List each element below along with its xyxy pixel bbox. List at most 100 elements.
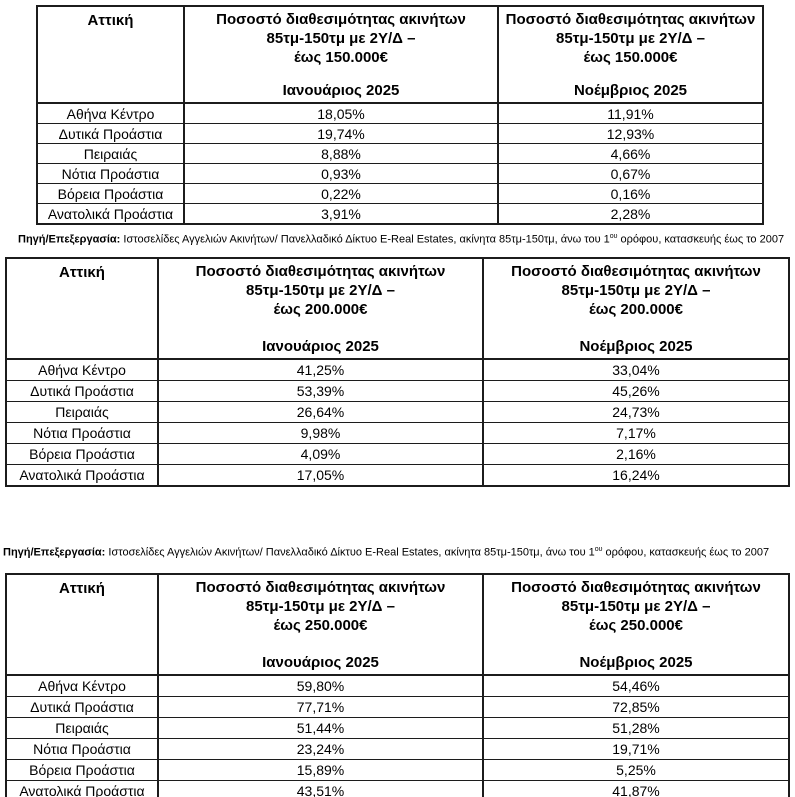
month-label: Νοέμβριος 2025 bbox=[579, 654, 693, 672]
table-row: Δυτικά Προάστια 77,71% 72,85% bbox=[5, 696, 790, 719]
november-value-cell: 0,67% bbox=[497, 163, 764, 184]
source-note-label: Πηγή/Επεξεργασία: bbox=[18, 233, 121, 246]
column-title: Ποσοστό διαθεσιμότητας ακινήτων 85τμ-150… bbox=[216, 11, 466, 66]
area-cell: Βόρεια Προάστια bbox=[5, 759, 159, 782]
column-title: Ποσοστό διαθεσιμότητας ακινήτων 85τμ-150… bbox=[505, 11, 756, 66]
month-label: Ιανουάριος 2025 bbox=[262, 654, 379, 672]
november-value-cell: 5,25% bbox=[482, 759, 790, 782]
january-value-cell: 23,24% bbox=[157, 738, 484, 761]
area-cell: Νότια Προάστια bbox=[5, 421, 159, 444]
january-value-cell: 51,44% bbox=[157, 717, 484, 740]
table-row: Αθήνα Κέντρο 59,80% 54,46% bbox=[5, 674, 790, 698]
area-cell: Νότια Προάστια bbox=[36, 163, 185, 184]
region-column-header: Αττική bbox=[5, 256, 159, 360]
availability-table-200k: Αττική Ποσοστό διαθεσιμότητας ακινήτων 8… bbox=[5, 256, 790, 487]
area-cell: Δυτικά Προάστια bbox=[5, 696, 159, 719]
november-value-cell: 51,28% bbox=[482, 717, 790, 740]
area-cell: Νότια Προάστια bbox=[5, 738, 159, 761]
january-value-cell: 8,88% bbox=[183, 143, 499, 164]
header-row: Αττική Ποσοστό διαθεσιμότητας ακινήτων 8… bbox=[36, 5, 764, 104]
table-row: Ανατολικά Προάστια 3,91% 2,28% bbox=[36, 203, 764, 225]
november-value-cell: 16,24% bbox=[482, 463, 790, 487]
column-title: Ποσοστό διαθεσιμότητας ακινήτων 85τμ-150… bbox=[511, 262, 761, 318]
january-value-cell: 53,39% bbox=[157, 379, 484, 402]
area-cell: Βόρεια Προάστια bbox=[36, 183, 185, 204]
month-label: Ιανουάριος 2025 bbox=[262, 337, 379, 355]
area-cell: Πειραιάς bbox=[5, 400, 159, 423]
source-note: Πηγή/Επεξεργασία: Ιστοσελίδες Αγγελιών Α… bbox=[3, 545, 770, 559]
table-row: Πειραιάς 26,64% 24,73% bbox=[5, 400, 790, 423]
november-value-cell: 0,16% bbox=[497, 183, 764, 204]
area-cell: Πειραιάς bbox=[5, 717, 159, 740]
november-value-cell: 12,93% bbox=[497, 123, 764, 144]
november-column-header: Ποσοστό διαθεσιμότητας ακινήτων 85τμ-150… bbox=[482, 256, 790, 360]
table-row: Πειραιάς 8,88% 4,66% bbox=[36, 143, 764, 164]
january-value-cell: 18,05% bbox=[183, 102, 499, 124]
ordinal-superscript: ου bbox=[609, 233, 618, 240]
january-value-cell: 26,64% bbox=[157, 400, 484, 423]
november-value-cell: 33,04% bbox=[482, 358, 790, 381]
january-value-cell: 77,71% bbox=[157, 696, 484, 719]
november-value-cell: 11,91% bbox=[497, 102, 764, 124]
table-row: Ανατολικά Προάστια 17,05% 16,24% bbox=[5, 463, 790, 487]
table-row: Πειραιάς 51,44% 51,28% bbox=[5, 717, 790, 740]
column-title: Ποσοστό διαθεσιμότητας ακινήτων 85τμ-150… bbox=[195, 262, 446, 318]
november-value-cell: 41,87% bbox=[482, 780, 790, 797]
area-cell: Βόρεια Προάστια bbox=[5, 442, 159, 465]
month-label: Νοέμβριος 2025 bbox=[573, 82, 688, 99]
january-value-cell: 41,25% bbox=[157, 358, 484, 381]
november-value-cell: 72,85% bbox=[482, 696, 790, 719]
table-row: Νότια Προάστια 23,24% 19,71% bbox=[5, 738, 790, 761]
header-row: Αττική Ποσοστό διαθεσιμότητας ακινήτων 8… bbox=[5, 573, 790, 677]
november-column-header: Ποσοστό διαθεσιμότητας ακινήτων 85τμ-150… bbox=[482, 573, 790, 677]
ordinal-superscript: ου bbox=[594, 545, 603, 553]
january-value-cell: 15,89% bbox=[157, 759, 484, 782]
area-cell: Πειραιάς bbox=[36, 143, 185, 164]
november-value-cell: 45,26% bbox=[482, 379, 790, 402]
month-label: Νοέμβριος 2025 bbox=[579, 337, 693, 355]
region-column-title: Αττική bbox=[59, 263, 105, 281]
table-row: Ανατολικά Προάστια 43,51% 41,87% bbox=[5, 780, 790, 797]
table-row: Βόρεια Προάστια 15,89% 5,25% bbox=[5, 759, 790, 782]
table-row: Νότια Προάστια 0,93% 0,67% bbox=[36, 163, 764, 184]
january-column-header: Ποσοστό διαθεσιμότητας ακινήτων 85τμ-150… bbox=[157, 573, 484, 677]
january-value-cell: 3,91% bbox=[183, 203, 499, 225]
area-cell: Δυτικά Προάστια bbox=[5, 379, 159, 402]
area-cell: Ανατολικά Προάστια bbox=[5, 780, 159, 797]
november-value-cell: 4,66% bbox=[497, 143, 764, 164]
january-value-cell: 59,80% bbox=[157, 674, 484, 698]
table-row: Βόρεια Προάστια 0,22% 0,16% bbox=[36, 183, 764, 204]
january-value-cell: 43,51% bbox=[157, 780, 484, 797]
source-note: Πηγή/Επεξεργασία: Ιστοσελίδες Αγγελιών Α… bbox=[18, 233, 785, 246]
table-row: Δυτικά Προάστια 19,74% 12,93% bbox=[36, 123, 764, 144]
header-row: Αττική Ποσοστό διαθεσιμότητας ακινήτων 8… bbox=[5, 256, 790, 360]
availability-table-150k: Αττική Ποσοστό διαθεσιμότητας ακινήτων 8… bbox=[36, 5, 764, 225]
january-column-header: Ποσοστό διαθεσιμότητας ακινήτων 85τμ-150… bbox=[183, 5, 499, 104]
region-column-header: Αττική bbox=[36, 5, 185, 104]
area-cell: Δυτικά Προάστια bbox=[36, 123, 185, 144]
table-row: Βόρεια Προάστια 4,09% 2,16% bbox=[5, 442, 790, 465]
area-cell: Αθήνα Κέντρο bbox=[36, 102, 185, 124]
november-value-cell: 7,17% bbox=[482, 421, 790, 444]
region-column-title: Αττική bbox=[87, 12, 134, 29]
november-value-cell: 2,28% bbox=[497, 203, 764, 225]
region-column-header: Αττική bbox=[5, 573, 159, 677]
document-page: Αττική Ποσοστό διαθεσιμότητας ακινήτων 8… bbox=[0, 5, 795, 797]
january-value-cell: 19,74% bbox=[183, 123, 499, 144]
november-value-cell: 24,73% bbox=[482, 400, 790, 423]
area-cell: Ανατολικά Προάστια bbox=[36, 203, 185, 225]
january-value-cell: 9,98% bbox=[157, 421, 484, 444]
source-note-label: Πηγή/Επεξεργασία: bbox=[3, 546, 106, 559]
area-cell: Ανατολικά Προάστια bbox=[5, 463, 159, 487]
table-row: Αθήνα Κέντρο 18,05% 11,91% bbox=[36, 102, 764, 124]
november-value-cell: 2,16% bbox=[482, 442, 790, 465]
availability-table-250k: Αττική Ποσοστό διαθεσιμότητας ακινήτων 8… bbox=[5, 573, 790, 797]
january-value-cell: 4,09% bbox=[157, 442, 484, 465]
column-title: Ποσοστό διαθεσιμότητας ακινήτων 85τμ-150… bbox=[195, 579, 446, 635]
november-column-header: Ποσοστό διαθεσιμότητας ακινήτων 85τμ-150… bbox=[497, 5, 764, 104]
november-value-cell: 54,46% bbox=[482, 674, 790, 698]
area-cell: Αθήνα Κέντρο bbox=[5, 674, 159, 698]
january-column-header: Ποσοστό διαθεσιμότητας ακινήτων 85τμ-150… bbox=[157, 256, 484, 360]
area-cell: Αθήνα Κέντρο bbox=[5, 358, 159, 381]
table-row: Δυτικά Προάστια 53,39% 45,26% bbox=[5, 379, 790, 402]
